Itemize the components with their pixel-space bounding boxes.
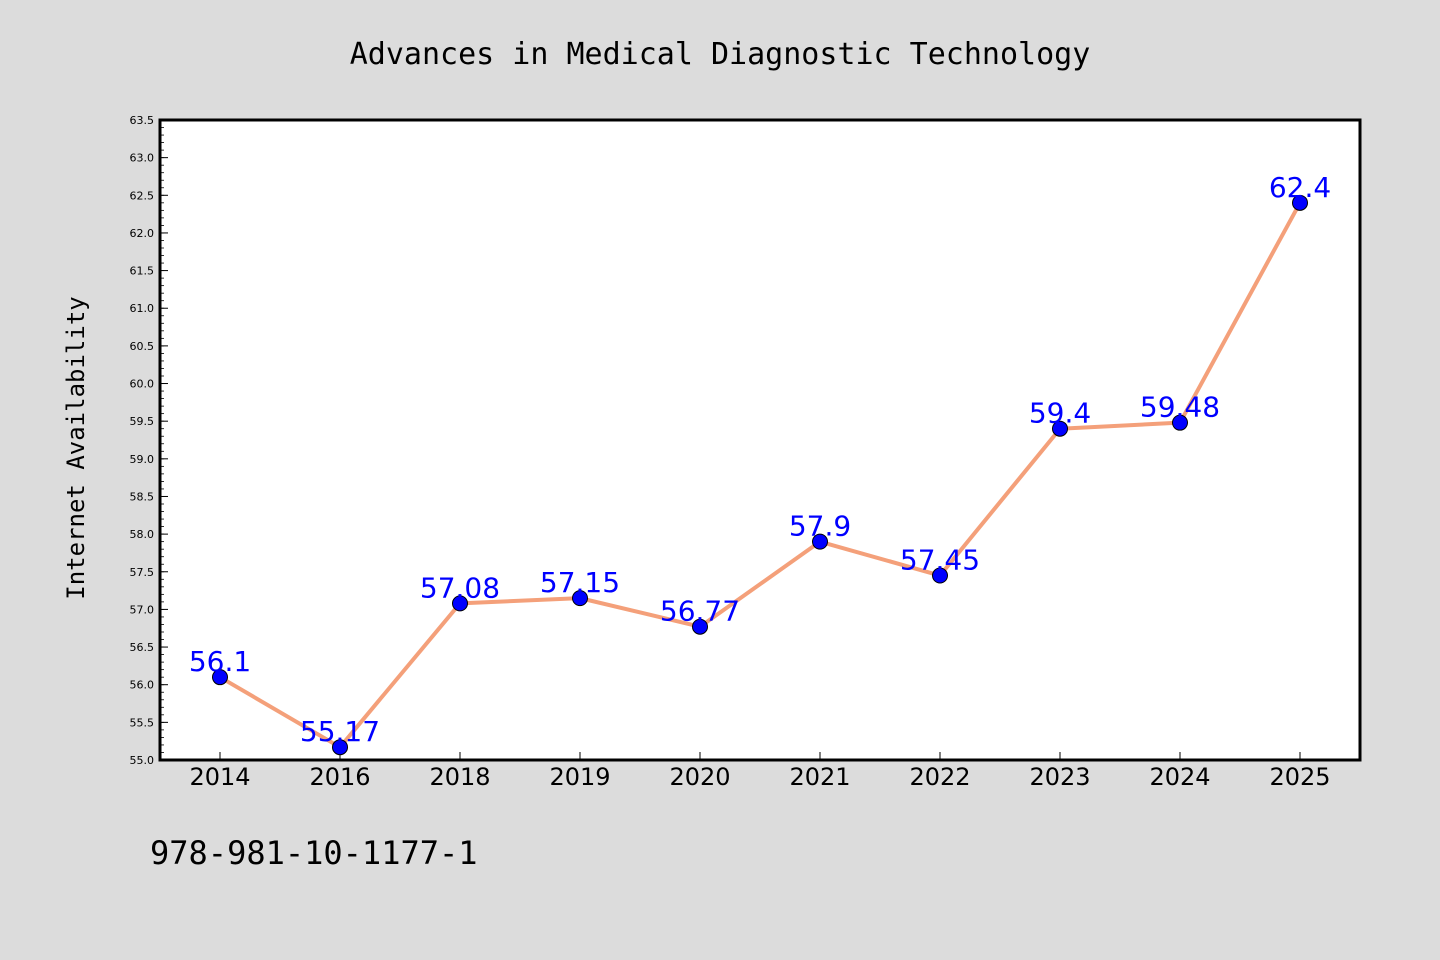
- data-point: [932, 567, 948, 584]
- x-tick-label: 2014: [189, 763, 250, 791]
- data-label: 59.48: [1140, 391, 1220, 424]
- y-tick-label: 57.5: [130, 566, 155, 579]
- y-tick-label: 60.0: [130, 378, 155, 391]
- x-tick-label: 2016: [309, 763, 370, 791]
- x-tick-label: 2024: [1149, 763, 1210, 791]
- data-label: 59.4: [1029, 397, 1091, 430]
- y-tick-label: 58.5: [130, 490, 155, 503]
- data-point: [1052, 420, 1068, 437]
- y-tick-label: 62.0: [130, 227, 155, 240]
- data-point: [1172, 414, 1188, 431]
- data-labels: 56.1 55.17 57.08 57.15 56.77 57.9 57.45 59.4 59.…: [189, 171, 1331, 748]
- y-tick-label: 59.5: [130, 415, 155, 428]
- y-tick-label: 63.0: [130, 152, 155, 165]
- data-label: 56.77: [660, 595, 740, 628]
- x-tick-label: 2020: [669, 763, 730, 791]
- x-tick-label: 2025: [1269, 763, 1330, 791]
- y-tick-label: 56.0: [130, 679, 155, 692]
- plot-area: [158, 118, 1362, 762]
- data-label: 62.4: [1269, 171, 1331, 204]
- y-axis-label: Internet Availability: [62, 296, 90, 599]
- y-tick-label: 58.0: [130, 528, 155, 541]
- data-label: 57.15: [540, 566, 620, 599]
- y-axis-ticks: 55.0 55.5 56.0 56.5 57.0 57.5 58.0 58.5 59.0 59.5…: [130, 114, 168, 767]
- y-tick-label: 57.0: [130, 603, 155, 616]
- data-label: 55.17: [300, 715, 380, 748]
- y-tick-label: 55.0: [130, 754, 155, 767]
- y-tick-label: 56.5: [130, 641, 155, 654]
- data-point: [572, 590, 588, 607]
- data-label: 57.45: [900, 544, 980, 577]
- data-point: [452, 595, 468, 612]
- x-tick-label: 2019: [549, 763, 610, 791]
- x-tick-label: 2018: [429, 763, 490, 791]
- data-label: 57.08: [420, 571, 500, 604]
- x-tick-label: 2021: [789, 763, 850, 791]
- data-label: 57.9: [789, 510, 851, 543]
- y-tick-label: 59.0: [130, 453, 155, 466]
- data-point: [332, 739, 348, 756]
- series-markers: [212, 194, 1308, 756]
- x-axis-ticks: 2014 2016 2018 2019 2020 2021 2022 2023 2024 2025: [189, 752, 1331, 791]
- data-point: [1292, 194, 1308, 211]
- data-point: [812, 533, 828, 550]
- series-line: [218, 201, 1302, 750]
- x-tick-label: 2022: [909, 763, 970, 791]
- data-point: [692, 618, 708, 635]
- data-label: 56.1: [189, 645, 251, 678]
- y-tick-label: 61.5: [130, 265, 155, 278]
- y-tick-label: 60.5: [130, 340, 155, 353]
- chart-title: Advances in Medical Diagnostic Technolog…: [350, 37, 1091, 72]
- data-point: [212, 669, 228, 686]
- x-tick-label: 2023: [1029, 763, 1090, 791]
- footer-isbn: 978-981-10-1177-1: [150, 834, 478, 872]
- y-tick-label: 61.0: [130, 302, 155, 315]
- y-tick-label: 63.5: [130, 114, 155, 127]
- y-tick-label: 62.5: [130, 189, 155, 202]
- y-tick-label: 55.5: [130, 716, 155, 729]
